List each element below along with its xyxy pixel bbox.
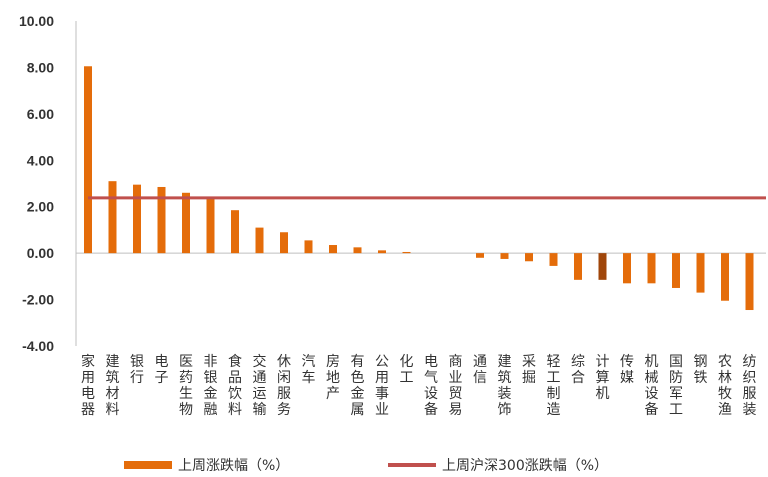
x-tick-label: 建筑材料 [106, 354, 120, 418]
legend-item-line: 上周沪深300涨跌幅（%） [388, 455, 608, 475]
bar [280, 232, 288, 254]
bar [378, 250, 386, 254]
x-tick-label: 银行 [130, 354, 144, 386]
y-tick-label: 2.00 [27, 199, 54, 215]
x-tick-label: 家用电器 [81, 353, 95, 418]
bar [672, 253, 680, 288]
bar-series [84, 66, 754, 311]
bar [108, 181, 117, 254]
y-tick-label: -4.00 [22, 338, 54, 354]
y-tick-label: 6.00 [27, 106, 54, 122]
x-tick-label: 化工 [400, 354, 414, 386]
y-axis: 10.00 8.00 6.00 4.00 2.00 0.00 -2.00 -4.00 [19, 13, 766, 354]
legend-swatch-line [388, 463, 436, 467]
bar [304, 240, 313, 254]
legend-item-bar: 上周涨跌幅（%） [124, 455, 289, 475]
x-tick-label: 计算机 [596, 354, 610, 402]
bar [402, 251, 411, 254]
y-tick-label: 10.00 [19, 13, 54, 29]
bar [598, 253, 607, 280]
x-tick-label: 公用事业 [375, 354, 389, 418]
x-tick-label: 商业贸易 [449, 354, 463, 418]
bar [231, 210, 239, 254]
x-tick-label: 休闲服务 [277, 354, 291, 418]
x-tick-label: 医药生物 [179, 354, 193, 418]
x-tick-label: 电子 [155, 354, 169, 386]
bar [623, 253, 631, 284]
bar [133, 184, 141, 254]
x-axis-labels: 家用电器建筑材料银行电子医药生物非银金融食品饮料交通运输休闲服务汽车房地产有色金… [81, 353, 757, 418]
bar [329, 245, 337, 254]
legend-label-bar: 上周涨跌幅（%） [178, 458, 290, 474]
x-tick-label: 机械设备 [645, 354, 659, 418]
bar [696, 253, 705, 293]
bar [84, 66, 92, 254]
bar [525, 253, 533, 262]
x-tick-label: 采掘 [522, 354, 536, 386]
bar [745, 253, 754, 311]
bar [500, 253, 509, 259]
x-tick-label: 建筑装饰 [498, 354, 512, 418]
x-tick-label: 有色金属 [351, 354, 365, 418]
legend-label-line: 上周沪深300涨跌幅（%） [442, 458, 609, 474]
x-tick-label: 非银金融 [204, 354, 218, 418]
x-tick-label: 轻工制造 [547, 354, 561, 418]
x-tick-label: 传媒 [620, 354, 634, 386]
bar [182, 192, 190, 254]
bar [353, 247, 362, 254]
x-tick-label: 食品饮料 [228, 353, 242, 418]
x-tick-label: 电气设备 [424, 354, 438, 418]
bar [206, 197, 215, 254]
y-tick-label: 8.00 [27, 59, 54, 75]
x-tick-label: 交通运输 [253, 353, 267, 418]
bar [647, 253, 656, 284]
y-tick-label: 0.00 [27, 245, 54, 261]
x-tick-label: 国防军工 [669, 354, 683, 418]
bar [574, 253, 582, 280]
legend: 上周涨跌幅（%） 上周沪深300涨跌幅（%） [0, 455, 768, 477]
x-tick-label: 纺织服装 [743, 354, 757, 418]
bar [549, 253, 558, 266]
legend-swatch-bar [124, 461, 172, 469]
x-tick-label: 房地产 [326, 354, 340, 402]
x-tick-label: 钢铁 [694, 354, 708, 386]
y-tick-label: 4.00 [27, 152, 54, 168]
x-tick-label: 通信 [473, 354, 487, 386]
y-tick-label: -2.00 [22, 292, 54, 308]
bar [476, 253, 484, 258]
bar [255, 227, 264, 254]
bar [721, 253, 729, 301]
x-tick-label: 农林牧渔 [718, 354, 732, 418]
x-tick-label: 综合 [571, 354, 585, 386]
bar [157, 186, 166, 254]
x-tick-label: 汽车 [302, 354, 316, 386]
